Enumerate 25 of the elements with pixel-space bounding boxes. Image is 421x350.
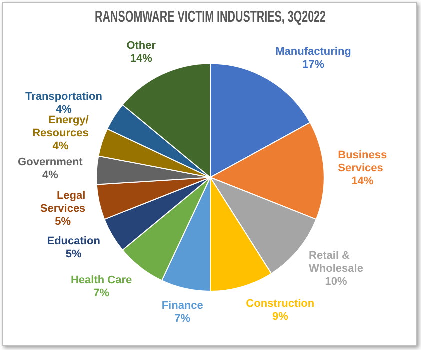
slice-label: Finance xyxy=(162,300,204,312)
data-label: 17% xyxy=(302,59,325,72)
data-label: 14% xyxy=(130,52,153,65)
chart-title: RANSOMWARE VICTIM INDUSTRIES, 3Q2022 xyxy=(95,8,326,26)
data-label: 14% xyxy=(352,176,374,188)
slice-label: Legal Services xyxy=(40,190,86,215)
slice-label: Government xyxy=(18,156,84,168)
data-label: 4% xyxy=(56,104,72,116)
slice-label: Construction xyxy=(246,298,315,310)
data-label: 7% xyxy=(94,287,110,300)
data-label: 7% xyxy=(174,313,191,326)
data-label: 4% xyxy=(42,169,59,182)
slice-label: Manufacturing xyxy=(276,46,352,58)
data-label: 5% xyxy=(55,216,72,228)
slice-label: Transportation xyxy=(25,91,103,104)
slice-label: Other xyxy=(126,40,157,52)
data-label: 4% xyxy=(52,140,69,152)
data-label: 9% xyxy=(272,310,289,323)
data-label: 5% xyxy=(66,248,82,261)
slice-label: Retail & Wholesale xyxy=(309,250,364,276)
slice-label: Education xyxy=(47,236,101,248)
slice-label: Business Services xyxy=(338,150,388,175)
slice-label: Energy/Resources xyxy=(32,114,89,140)
slice-label: Health Care xyxy=(70,274,132,286)
data-label: 10% xyxy=(325,276,348,288)
